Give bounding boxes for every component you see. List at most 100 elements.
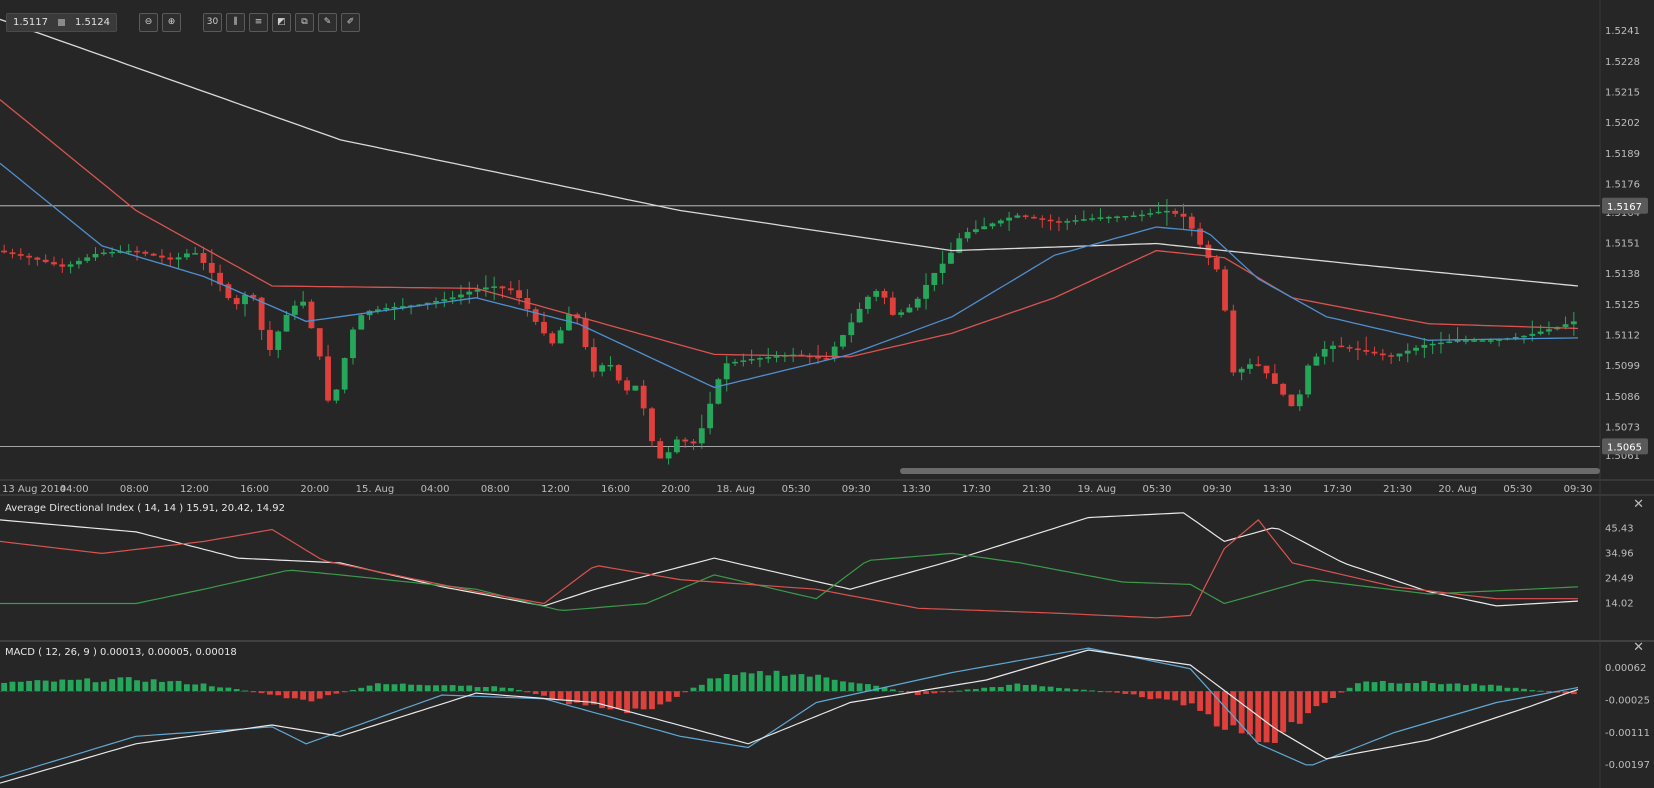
macd-histogram-bar [1205, 691, 1212, 715]
candle-body [1139, 214, 1145, 217]
candle-body [682, 439, 689, 442]
macd-tick-label: -0.00025 [1605, 696, 1650, 707]
candle-body [134, 250, 140, 253]
macd-histogram-bar [1305, 691, 1311, 714]
time-tick-label: 15. Aug [356, 484, 395, 495]
macd-histogram-bar [275, 691, 282, 696]
macd-histogram-bar [748, 673, 755, 692]
candle-body [1188, 216, 1195, 229]
time-tick-label: 16:00 [601, 484, 630, 495]
candle-body [300, 301, 307, 306]
candle-body [1471, 340, 1478, 342]
candle-body [740, 360, 747, 362]
macd-histogram-bar [1080, 689, 1087, 692]
macd-tick-label: -0.00111 [1605, 728, 1650, 739]
macd-histogram-bar [1271, 691, 1278, 743]
copy-icon[interactable]: ⧉ [295, 12, 314, 32]
candle-body [1421, 344, 1428, 348]
candle-body [84, 257, 91, 261]
macd-histogram-bar [1388, 682, 1395, 692]
candle-body [1462, 340, 1469, 342]
candle-body [1346, 347, 1353, 349]
candle-body [275, 331, 282, 350]
macd-histogram-bar [51, 681, 57, 692]
zoom-in-icon[interactable]: ⊕ [162, 12, 181, 32]
draw-icon[interactable]: ✐ [341, 12, 360, 32]
close-adx-icon[interactable]: ✕ [1633, 497, 1644, 512]
macd-histogram-bar [1097, 691, 1104, 693]
candle-body [615, 365, 622, 381]
candle-body [1521, 335, 1527, 338]
time-tick-label: 17:30 [962, 484, 991, 495]
candle-body [1338, 345, 1345, 348]
candle-body [433, 301, 439, 303]
candle-body [125, 250, 132, 253]
macd-histogram-bar [906, 691, 913, 693]
price-tick-label: 1.5241 [1605, 26, 1640, 37]
macd-histogram-bar [765, 675, 772, 692]
moving-average-line [0, 18, 1579, 287]
candle-body [773, 356, 780, 358]
price-tick-label: 1.5086 [1605, 392, 1640, 403]
candle-body [640, 385, 647, 409]
candle-body [1438, 342, 1444, 345]
macd-histogram-bar [1288, 691, 1295, 723]
candle-body [1363, 350, 1370, 352]
macd-histogram-bar [1313, 691, 1320, 707]
macd-histogram-bar [1521, 688, 1527, 692]
candle-body [690, 441, 697, 444]
candle-body [972, 229, 979, 233]
macd-histogram-bar [1039, 686, 1046, 692]
candles-icon[interactable]: ⫼ [226, 12, 245, 32]
candle-body [624, 380, 630, 391]
zoom-out-icon[interactable]: ⊖ [139, 12, 158, 32]
close-macd-icon[interactable]: ✕ [1633, 640, 1644, 655]
macd-histogram-bar [1529, 690, 1536, 692]
macd-histogram-bar [632, 691, 639, 709]
time-tick-label: 17:30 [1323, 484, 1352, 495]
candle-body [333, 389, 340, 401]
chart-type-icon[interactable]: ◩ [272, 12, 291, 32]
macd-histogram-bar [391, 684, 398, 692]
macd-histogram-bar [175, 680, 182, 692]
timeframe-button[interactable]: 30 [203, 12, 222, 32]
macd-histogram-bar [1247, 691, 1253, 735]
candle-body [466, 291, 473, 295]
candle-body [1031, 216, 1037, 219]
macd-histogram-bar [1371, 682, 1378, 692]
time-tick-label: 05:30 [782, 484, 811, 495]
candle-body [1379, 353, 1386, 356]
macd-histogram-bar [948, 691, 954, 693]
macd-histogram-bar [300, 691, 307, 700]
macd-histogram-bar [258, 691, 265, 694]
candle-body [981, 226, 988, 230]
macd-histogram-bar [1172, 691, 1179, 701]
edit-icon[interactable]: ✎ [318, 12, 337, 32]
candle-body [233, 298, 240, 305]
macd-histogram-bar [200, 683, 207, 692]
macd-histogram-bar [75, 679, 82, 692]
candle-body [1014, 215, 1021, 218]
time-tick-label: 05:30 [1503, 484, 1532, 495]
macd-histogram-bar [1321, 691, 1328, 703]
time-tick-label: 05:30 [1143, 484, 1172, 495]
macd-histogram-bar [1105, 691, 1112, 693]
candle-body [840, 335, 846, 347]
candle-body [516, 290, 522, 299]
candle-body [458, 294, 464, 298]
macd-histogram-bar [159, 681, 165, 692]
macd-histogram-bar [1230, 691, 1237, 726]
macd-title: MACD ( 12, 26, 9 ) 0.00013, 0.00005, 0.0… [5, 647, 237, 658]
indicators-icon[interactable]: ≡ [249, 12, 268, 32]
macd-histogram-bar [665, 691, 672, 702]
macd-histogram-bar [134, 680, 140, 692]
candle-body [1047, 219, 1054, 222]
macd-histogram-bar [416, 684, 423, 692]
macd-histogram-bar [1446, 683, 1453, 692]
macd-histogram-bar [482, 687, 489, 692]
macd-histogram-bar [383, 684, 390, 692]
macd-histogram-bar [607, 691, 614, 710]
candle-body [441, 299, 448, 302]
macd-histogram-bar [790, 674, 797, 692]
